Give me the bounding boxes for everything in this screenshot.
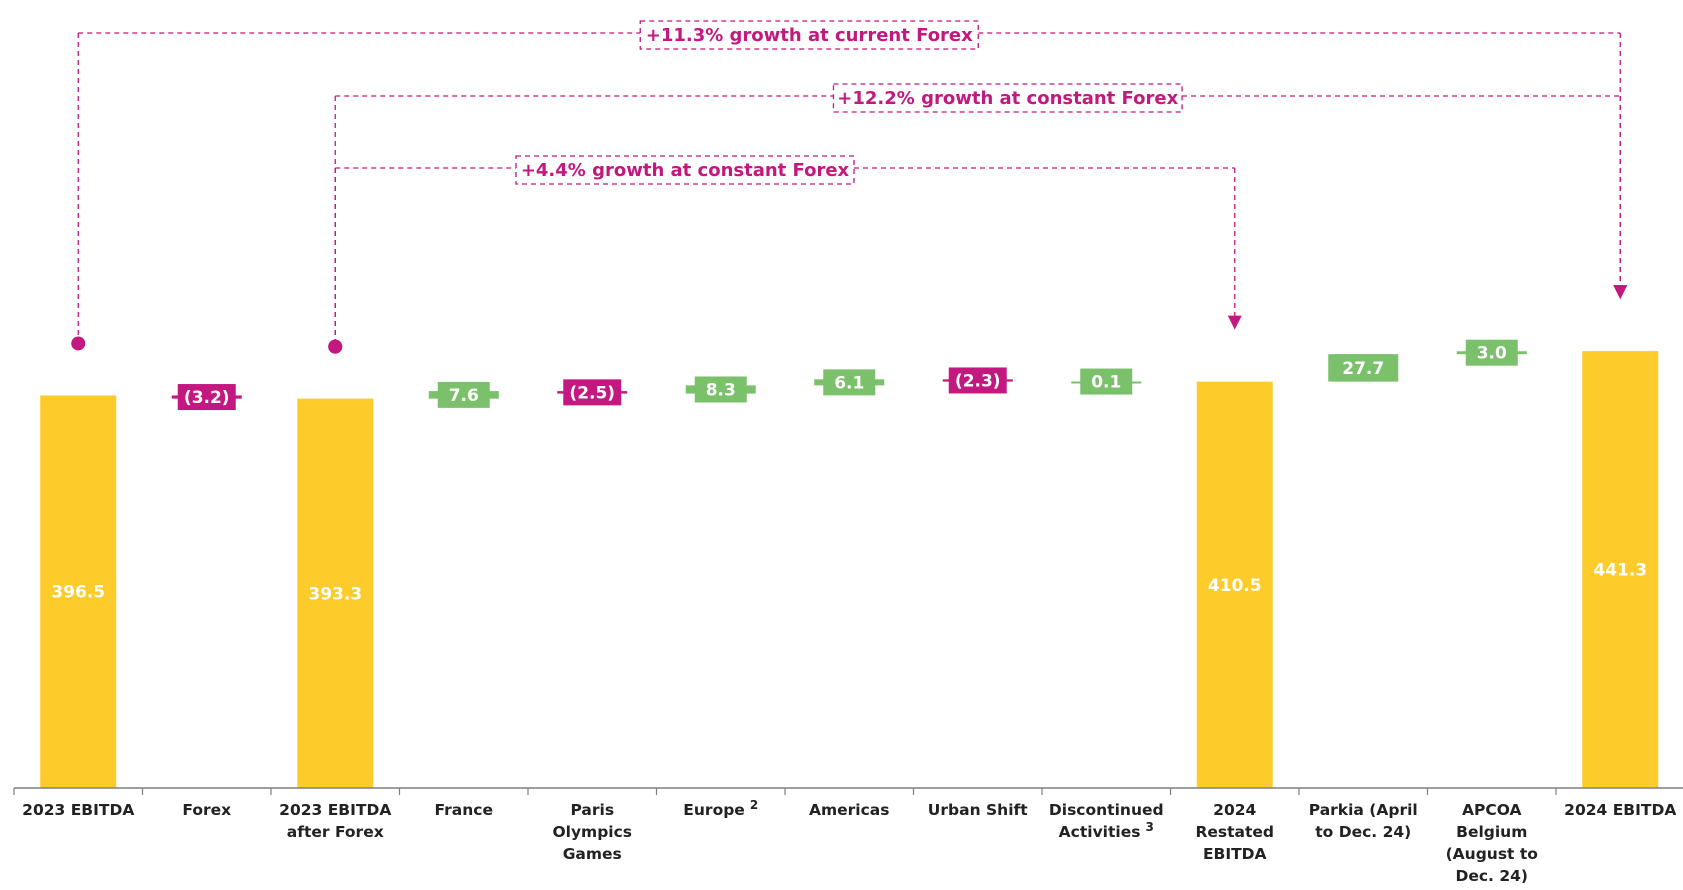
delta-value-label: 27.7 (1342, 359, 1384, 379)
total-bar (1196, 381, 1273, 788)
delta-value-label: 7.6 (449, 386, 479, 406)
delta-value-box (1465, 339, 1518, 366)
delta-value-box (948, 367, 1007, 394)
category-label: 2024 (1213, 801, 1256, 819)
category-label: (August to (1446, 845, 1538, 863)
delta-value-box (563, 379, 622, 406)
category-label: Parkia (April (1309, 801, 1418, 819)
category-label: Activities 3 (1059, 820, 1154, 841)
category-label: Discontinued (1049, 801, 1164, 819)
delta-value-label: (2.3) (955, 371, 1001, 391)
category-label: 2023 EBITDA (279, 801, 391, 819)
delta-value-label: (3.2) (184, 388, 230, 408)
bar-value-label: 396.5 (51, 583, 105, 603)
waterfall-bars: 396.5 (3.2) 393.3 7.6 (2.5) 8.3 6.1 (2.3) 0.1 410… (40, 339, 1659, 788)
growth-callouts: +11.3% growth at current Forex +12.2% gro… (71, 20, 1628, 354)
callout-text: +11.3% growth at current Forex (646, 25, 973, 46)
delta-value-box (823, 369, 876, 396)
delta-value-box (1334, 354, 1393, 382)
category-label: Paris (570, 801, 614, 819)
category-label: Restated (1195, 823, 1274, 841)
category-label: Forex (182, 801, 231, 819)
category-label: Olympics (552, 823, 632, 841)
total-bar (1582, 351, 1659, 788)
callout-arrow (1613, 285, 1628, 300)
callout-start-dot (71, 336, 86, 351)
category-label: EBITDA (1203, 845, 1267, 863)
footnote-marker: 2 (750, 798, 758, 812)
delta-value-box (694, 376, 747, 403)
category-label: Belgium (1456, 823, 1527, 841)
bar-value-label: 393.3 (308, 584, 362, 604)
category-label: Games (563, 845, 622, 863)
callout-arrow (1227, 315, 1242, 330)
delta-value-box (177, 384, 236, 411)
footnote-marker: 3 (1145, 820, 1153, 834)
callout-text: +4.4% growth at constant Forex (521, 160, 850, 181)
callout-text: +12.2% growth at constant Forex (837, 88, 1178, 109)
bar-value-label: 410.5 (1208, 576, 1262, 596)
bar-value-label: 441.3 (1593, 561, 1647, 581)
delta-value-label: (2.5) (569, 383, 615, 403)
delta-value-label: 0.1 (1091, 373, 1121, 393)
callout-box (832, 83, 1183, 113)
category-label: APCOA (1462, 801, 1522, 819)
category-label: Urban Shift (928, 801, 1028, 819)
total-bar (297, 398, 374, 788)
callout-start-dot (328, 339, 343, 354)
category-label: 2023 EBITDA (22, 801, 134, 819)
delta-value-box (1080, 368, 1133, 395)
delta-value-box (437, 381, 490, 408)
total-bar (40, 395, 117, 788)
category-label: 2024 EBITDA (1564, 801, 1676, 819)
category-labels: 2023 EBITDA Forex 2023 EBITDA after Forex Fr… (22, 798, 1676, 885)
category-label: to Dec. 24) (1315, 823, 1411, 841)
delta-value-label: 6.1 (834, 373, 864, 393)
callout-box (639, 20, 979, 50)
category-label: Americas (809, 801, 890, 819)
x-axis (13, 787, 1683, 795)
category-label: Dec. 24) (1455, 867, 1528, 885)
delta-value-label: 8.3 (706, 380, 736, 400)
category-label: after Forex (287, 823, 384, 841)
delta-value-label: 3.0 (1477, 344, 1507, 364)
category-label: Europe 2 (683, 798, 758, 819)
callout-box (515, 155, 855, 185)
category-label: France (435, 801, 493, 819)
